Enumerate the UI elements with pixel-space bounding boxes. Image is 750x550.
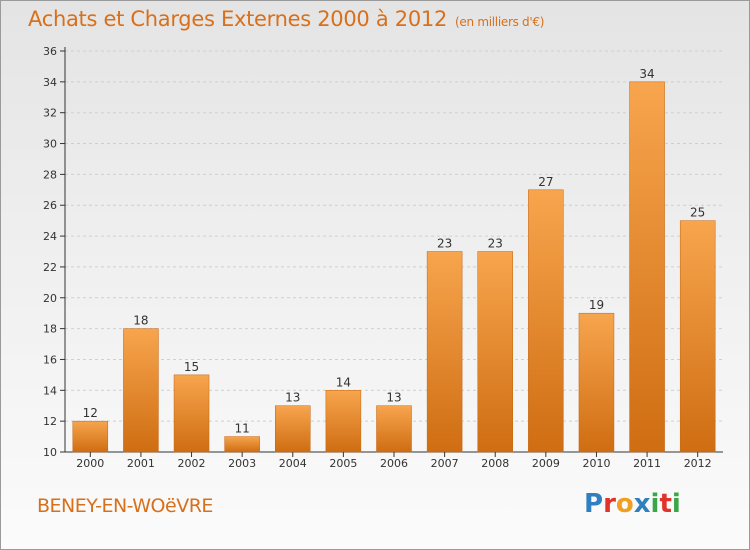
bar [325, 390, 362, 453]
bar [173, 374, 210, 453]
bar [426, 251, 463, 453]
x-tick-label: 2000 [76, 457, 104, 470]
logo-letter: P [584, 489, 604, 519]
y-tick-label: 14 [43, 384, 57, 397]
y-tick-label: 32 [43, 107, 57, 120]
logo-letter: r [603, 489, 616, 519]
y-tick-label: 10 [43, 446, 57, 459]
y-tick-label: 30 [43, 138, 57, 151]
bar [376, 405, 412, 453]
y-tick-label: 20 [43, 292, 57, 305]
x-tick-label: 2001 [127, 457, 155, 470]
y-tick-label: 28 [43, 168, 57, 181]
y-tick-label: 18 [43, 323, 57, 336]
bar [528, 189, 564, 453]
x-tick-label: 2007 [431, 457, 459, 470]
data-label: 13 [285, 391, 300, 405]
y-tick-label: 16 [43, 353, 57, 366]
x-tick-label: 2012 [684, 457, 712, 470]
data-label: 18 [133, 314, 148, 328]
x-tick-label: 2008 [481, 457, 509, 470]
logo-letter: o [615, 489, 634, 519]
x-tick-label: 2006 [380, 457, 408, 470]
x-tick-label: 2002 [178, 457, 206, 470]
logo-letter: i [671, 489, 681, 519]
x-tick-label: 2003 [228, 457, 256, 470]
x-tick-label: 2011 [633, 457, 661, 470]
title-unit: (en milliers d'€) [455, 15, 545, 29]
y-tick-label: 24 [43, 230, 57, 243]
y-tick-label: 36 [43, 45, 57, 58]
data-label: 13 [386, 391, 401, 405]
logo-letter: t [659, 489, 672, 519]
data-label: 25 [690, 206, 705, 220]
bar [123, 328, 159, 453]
bar [275, 405, 311, 453]
data-label: 14 [336, 375, 351, 389]
data-label: 19 [589, 298, 604, 312]
bar [72, 420, 109, 453]
title-text: Achats et Charges Externes 2000 à 2012 [28, 7, 448, 31]
bar [477, 251, 513, 453]
data-label: 27 [538, 175, 553, 189]
data-label: 15 [184, 360, 199, 374]
data-label: 34 [639, 67, 654, 81]
y-tick-label: 34 [43, 76, 57, 89]
data-label: 23 [437, 237, 452, 251]
y-tick-label: 26 [43, 199, 57, 212]
chart-title: Achats et Charges Externes 2000 à 2012 (e… [28, 7, 544, 31]
bar [629, 81, 665, 453]
x-tick-label: 2010 [582, 457, 610, 470]
y-tick-label: 22 [43, 261, 57, 274]
data-label: 11 [235, 422, 250, 436]
x-tick-label: 2009 [532, 457, 560, 470]
y-tick-label: 12 [43, 415, 57, 428]
data-label: 23 [488, 237, 503, 251]
x-tick-label: 2004 [279, 457, 307, 470]
data-label: 12 [83, 406, 98, 420]
logo-letter: i [650, 489, 660, 519]
proxiti-logo[interactable]: Proxiti [584, 489, 681, 519]
logo-letter: x [633, 489, 651, 519]
bar [578, 312, 615, 453]
town-name: BENEY-EN-WOëVRE [37, 495, 213, 517]
bar [224, 436, 260, 453]
x-tick-label: 2005 [329, 457, 357, 470]
bar [679, 220, 716, 453]
